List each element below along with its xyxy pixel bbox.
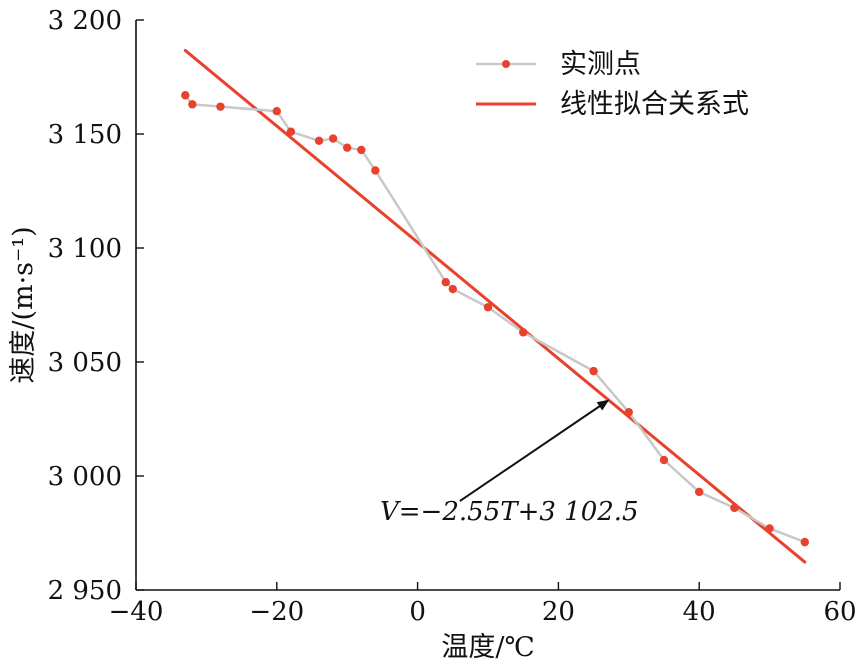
measured-point [216,102,225,111]
measured-point [519,328,528,337]
annotation-arrow [459,399,610,502]
measured-point [343,143,352,152]
x-tick-label: 0 [409,597,426,627]
measured-point [357,145,366,155]
measured-point [589,366,598,376]
fit-line [183,48,807,564]
y-tick-label: 3 200 [48,6,122,36]
x-tick-label: 20 [542,597,575,627]
y-tick-label: 2 950 [48,576,122,606]
measured-point [328,134,338,143]
measured-point [448,284,457,294]
fit-equation-annotation: V=−2.55T+3 102.5 [380,497,639,527]
x-axis-label: 温度/℃ [441,632,534,663]
legend-marker-measured [502,60,510,68]
measured-point [800,537,809,547]
measured-point [695,487,704,497]
legend-label-measured: 实测点 [560,49,641,80]
measured-point [371,166,380,175]
x-tick-label: −40 [109,597,164,627]
measured-point [483,303,493,312]
x-tick-label: 40 [683,597,716,627]
measured-point [314,136,324,146]
measured-point [181,91,190,100]
y-tick-label: 3 050 [48,348,122,378]
measured-point [730,503,739,513]
x-tick-label: −20 [249,597,304,627]
y-tick-label: 3 150 [48,120,122,150]
measured-point [272,107,281,116]
legend: 实测点 线性拟合关系式 [476,49,749,120]
measured-point [286,127,296,136]
y-axis-label: 速度/(m·s⁻¹) [8,226,39,383]
series-layer [181,48,809,564]
measured-line [184,94,806,544]
axis-ticks: −40 −20 0 20 40 60 2 950 3 000 3 050 3 100 3 150 3 … [48,6,857,627]
y-tick-label: 3 100 [48,234,122,264]
measured-point [765,524,774,533]
measured-point [659,455,669,465]
annotation-layer: V=−2.55T+3 102.5 [380,399,639,527]
x-tick-label: 60 [823,597,856,627]
legend-label-fit: 线性拟合关系式 [560,89,749,120]
measured-point [624,407,633,417]
measured-point [188,100,197,109]
measured-point [441,278,450,287]
y-tick-label: 3 000 [48,462,122,492]
plot-axes [135,20,840,591]
